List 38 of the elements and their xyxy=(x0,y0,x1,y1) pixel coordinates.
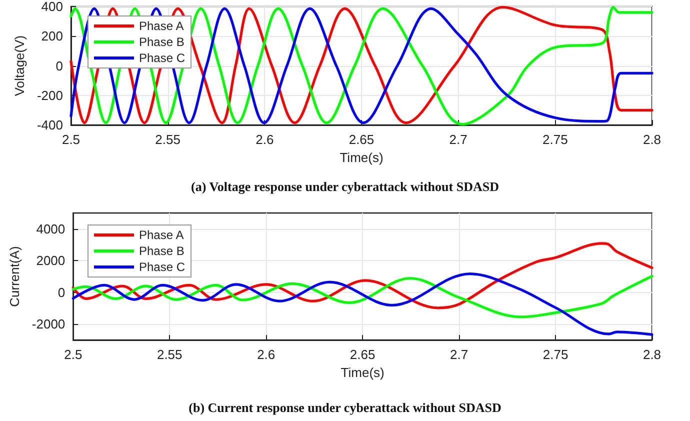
line-series xyxy=(72,274,654,318)
legend-label: Phase C xyxy=(139,51,186,65)
y-tick-label: 4000 xyxy=(36,221,66,236)
x-tick-label: 2.65 xyxy=(348,132,374,147)
x-axis-title: Time(s) xyxy=(340,150,384,165)
x-tick-label: 2.6 xyxy=(257,347,276,362)
y-tick-label: -2000 xyxy=(32,316,66,332)
y-axis-title: Voltage(V) xyxy=(12,35,28,96)
x-tick-label: 2.75 xyxy=(542,132,568,147)
legend-label: Phase A xyxy=(139,19,184,33)
y-tick-label: 200 xyxy=(41,28,63,44)
x-tick-label: 2.65 xyxy=(350,347,376,362)
y-tick-label: 0 xyxy=(58,284,66,300)
y-tick-label: 0 xyxy=(56,58,63,74)
line-series xyxy=(72,272,654,336)
text: (b) Current response under cyberattack without SDASD xyxy=(188,400,502,415)
x-tick-label: 2.75 xyxy=(542,347,568,362)
x-tick-label: 2.6 xyxy=(256,132,274,147)
legend-label: Phase A xyxy=(139,228,184,242)
x-tick-label: 2.8 xyxy=(642,132,662,147)
line-series xyxy=(72,242,654,310)
legend-label: Phase C xyxy=(139,260,186,274)
x-tick-label: 2.55 xyxy=(156,347,182,362)
x-tick-label: 2.8 xyxy=(642,347,662,362)
legend-label: Phase B xyxy=(139,244,184,258)
y-tick-label: 400 xyxy=(41,0,63,14)
text: (a) Voltage response under cyberattack without SDASD xyxy=(191,179,499,194)
x-tick-label: 2.7 xyxy=(450,347,468,362)
x-tick-label: 2.5 xyxy=(64,347,82,362)
x-axis-title: Time(s) xyxy=(340,364,384,380)
y-axis-title: Current(A) xyxy=(7,246,22,307)
y-tick-label: -400 xyxy=(36,118,63,132)
legend-label: Phase B xyxy=(139,35,184,49)
y-tick-label: -200 xyxy=(36,88,63,103)
x-tick-label: 2.7 xyxy=(449,132,468,147)
y-tick-label: 2000 xyxy=(36,253,66,268)
x-tick-label: 2.5 xyxy=(62,132,80,147)
x-tick-label: 2.55 xyxy=(155,132,180,147)
